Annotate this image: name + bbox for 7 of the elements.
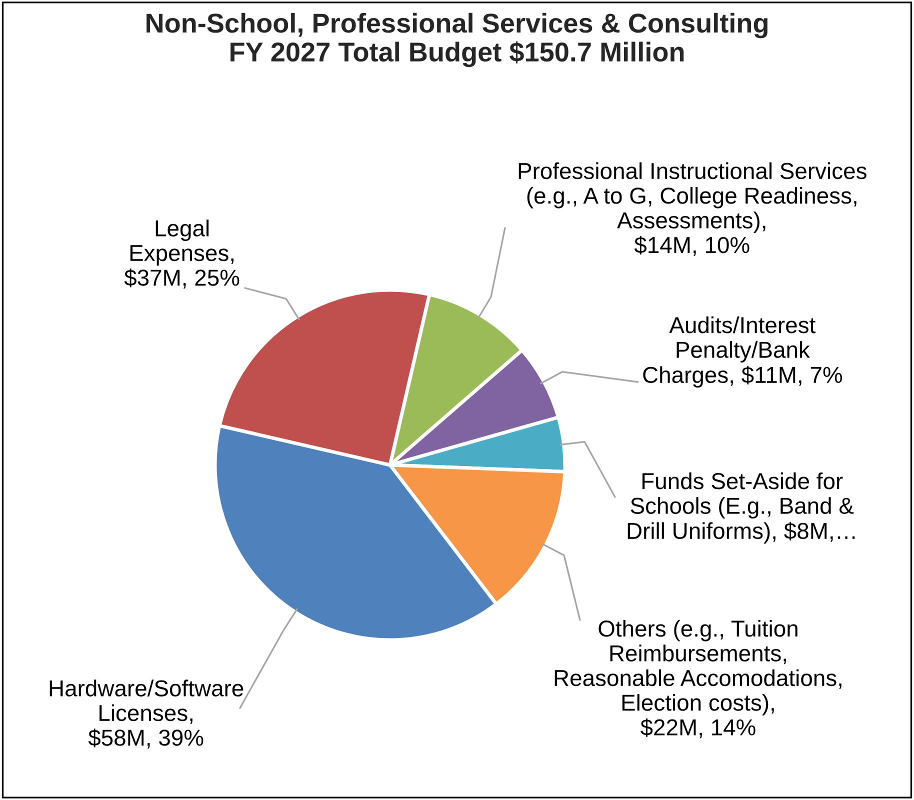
chart-title: Non-School, Professional Services & Consulting FY 2027 Total Budget $150.7 Million: [146, 12, 768, 68]
slice-label: Others (e.g., Tuition Reimbursements, Reasonable Accomodations, Election costs), $22M, 14%: [554, 620, 842, 738]
slice-label: Professional Instructional Services (e.g., A to G, College Readiness, Assessments), $14M, 10%: [518, 162, 866, 256]
slice-label: Audits/Interest Penalty/Bank Charges, $11M, 7%: [643, 316, 842, 388]
slice-label: Funds Set-Aside for Schools (E.g., Band & Drill Uniforms), $8M,…: [628, 472, 855, 544]
slice-label: Hardware/Software Licenses, $58M, 39%: [50, 680, 244, 749]
slice-label: Legal Expenses, $37M, 25%: [124, 220, 240, 289]
